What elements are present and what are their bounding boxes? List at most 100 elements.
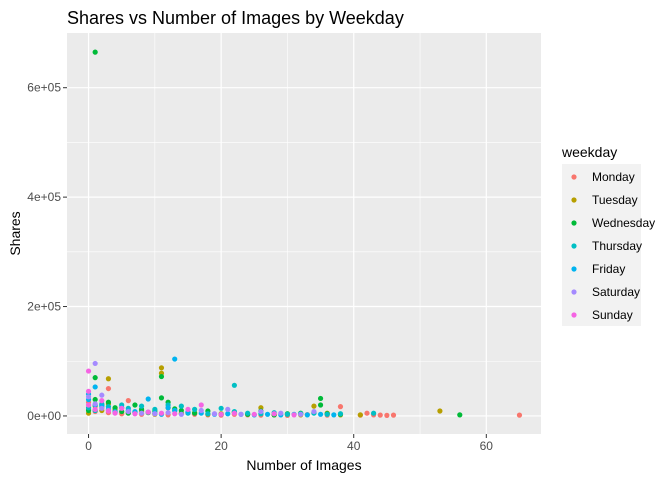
point-monday bbox=[125, 398, 131, 404]
legend-title: weekday bbox=[561, 144, 617, 160]
point-monday bbox=[390, 412, 397, 418]
legend-key-wednesday bbox=[571, 220, 577, 226]
y-tick-label: 0e+00 bbox=[27, 409, 61, 423]
point-friday bbox=[92, 384, 98, 390]
point-sunday bbox=[218, 411, 224, 417]
point-thursday bbox=[192, 406, 198, 412]
data-points bbox=[85, 49, 523, 418]
point-saturday bbox=[211, 411, 218, 417]
point-tuesday bbox=[357, 412, 363, 418]
point-saturday bbox=[311, 408, 317, 415]
point-thursday bbox=[205, 411, 211, 417]
legend: weekday Monday Tuesday Wednesday Thursday Fr… bbox=[561, 144, 655, 326]
point-wednesday bbox=[112, 405, 118, 411]
point-saturday bbox=[198, 407, 204, 414]
point-thursday bbox=[231, 382, 237, 388]
legend-label-friday: Friday bbox=[592, 262, 625, 276]
point-wednesday bbox=[457, 412, 463, 418]
point-wednesday bbox=[105, 399, 112, 405]
point-sunday bbox=[231, 410, 237, 416]
y-tick-label: 2e+05 bbox=[27, 300, 61, 314]
point-sunday bbox=[271, 411, 277, 417]
point-sunday bbox=[85, 388, 92, 394]
point-tuesday bbox=[437, 408, 443, 414]
point-friday bbox=[172, 356, 178, 362]
point-wednesday bbox=[158, 373, 165, 380]
point-monday bbox=[384, 412, 390, 418]
y-axis-ticks: 0e+00 2e+05 4e+05 6e+05 bbox=[27, 81, 67, 423]
point-saturday bbox=[92, 401, 98, 407]
minor-gridlines bbox=[67, 33, 541, 434]
legend-label-thursday: Thursday bbox=[592, 239, 642, 253]
point-monday bbox=[364, 410, 370, 416]
point-monday bbox=[337, 404, 344, 410]
point-sunday bbox=[185, 406, 191, 412]
legend-key-friday bbox=[571, 266, 577, 272]
point-thursday bbox=[371, 410, 377, 416]
point-saturday bbox=[278, 410, 284, 416]
point-sunday bbox=[112, 410, 118, 416]
point-saturday bbox=[298, 411, 304, 417]
point-saturday bbox=[238, 411, 244, 417]
legend-label-monday: Monday bbox=[592, 170, 635, 184]
point-tuesday bbox=[105, 376, 112, 382]
point-wednesday bbox=[317, 395, 324, 402]
point-sunday bbox=[99, 398, 105, 404]
point-monday bbox=[377, 412, 383, 418]
legend-label-tuesday: Tuesday bbox=[592, 193, 638, 207]
point-friday bbox=[145, 396, 151, 402]
point-monday bbox=[516, 412, 523, 418]
legend-key-tuesday bbox=[571, 197, 577, 203]
point-sunday bbox=[105, 408, 112, 414]
point-friday bbox=[317, 411, 324, 417]
point-thursday bbox=[337, 411, 344, 417]
point-friday bbox=[264, 411, 271, 417]
point-friday bbox=[304, 412, 310, 418]
point-friday bbox=[331, 412, 337, 418]
point-sunday bbox=[158, 410, 165, 416]
legend-label-wednesday: Wednesday bbox=[592, 216, 655, 230]
point-monday bbox=[105, 385, 112, 392]
y-axis-label: Shares bbox=[7, 211, 23, 255]
point-tuesday bbox=[311, 403, 317, 409]
legend-label-sunday: Sunday bbox=[592, 308, 633, 322]
point-thursday bbox=[324, 411, 330, 417]
point-wednesday bbox=[92, 49, 98, 55]
chart-title: Shares vs Number of Images by Weekday bbox=[67, 8, 404, 28]
legend-key-monday bbox=[571, 174, 577, 180]
point-sunday bbox=[85, 368, 92, 374]
point-thursday bbox=[218, 405, 224, 411]
point-friday bbox=[165, 405, 171, 411]
point-thursday bbox=[178, 403, 184, 409]
point-wednesday bbox=[92, 396, 98, 403]
major-gridlines bbox=[67, 33, 541, 434]
legend-label-saturday: Saturday bbox=[592, 285, 640, 299]
point-saturday bbox=[92, 360, 98, 367]
point-sunday bbox=[85, 402, 92, 408]
plot-panel bbox=[67, 33, 541, 434]
point-saturday bbox=[125, 408, 131, 415]
point-saturday bbox=[225, 406, 231, 412]
point-wednesday bbox=[92, 375, 98, 381]
point-sunday bbox=[132, 411, 138, 417]
point-friday bbox=[225, 411, 231, 417]
point-thursday bbox=[152, 406, 158, 412]
point-saturday bbox=[258, 408, 264, 415]
point-sunday bbox=[92, 406, 98, 412]
point-sunday bbox=[251, 411, 257, 417]
point-saturday bbox=[85, 394, 92, 400]
legend-key-sunday bbox=[571, 312, 577, 318]
point-tuesday bbox=[158, 365, 165, 371]
x-tick-label: 40 bbox=[347, 439, 361, 453]
x-tick-label: 0 bbox=[85, 439, 92, 453]
x-tick-label: 20 bbox=[214, 439, 228, 453]
point-saturday bbox=[138, 410, 145, 416]
point-wednesday bbox=[317, 402, 324, 408]
point-saturday bbox=[99, 405, 105, 411]
point-saturday bbox=[152, 411, 158, 417]
point-sunday bbox=[145, 409, 151, 415]
point-wednesday bbox=[158, 395, 165, 401]
point-sunday bbox=[291, 412, 297, 418]
